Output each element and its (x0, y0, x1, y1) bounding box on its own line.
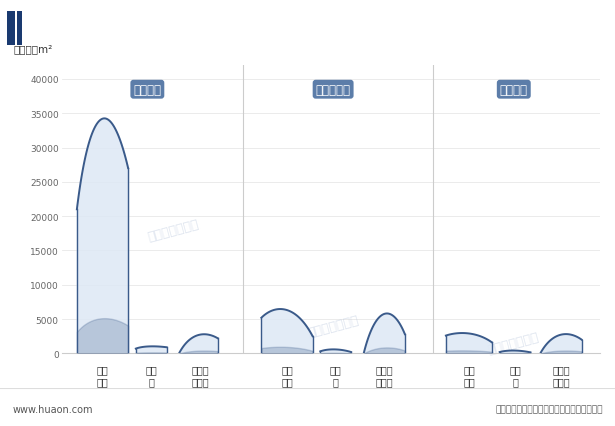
Bar (17, 12, 22, 46)
Text: 华经情报网: 华经情报网 (28, 20, 63, 32)
Text: 数据来源：国家统计局；华经产业研究院整理: 数据来源：国家统计局；华经产业研究院整理 (495, 404, 603, 413)
Text: 华经产业研究院: 华经产业研究院 (146, 217, 200, 243)
Text: 施工面积: 施工面积 (133, 83, 161, 96)
Bar (7, 12, 15, 46)
Text: www.huaon.com: www.huaon.com (12, 404, 93, 414)
Text: 华经产业研究院: 华经产业研究院 (306, 313, 360, 339)
Text: 新开工面积: 新开工面积 (315, 83, 351, 96)
Text: 竣工面积: 竣工面积 (500, 83, 528, 96)
Text: 华经产业研究院: 华经产业研究院 (486, 330, 541, 357)
Text: 单位：万m²: 单位：万m² (13, 45, 52, 55)
Text: 专业严谨·客观科学: 专业严谨·客观科学 (540, 21, 597, 31)
Text: 2016-2024年1-10月湖北省房地产施工面积情况: 2016-2024年1-10月湖北省房地产施工面积情况 (167, 20, 448, 38)
